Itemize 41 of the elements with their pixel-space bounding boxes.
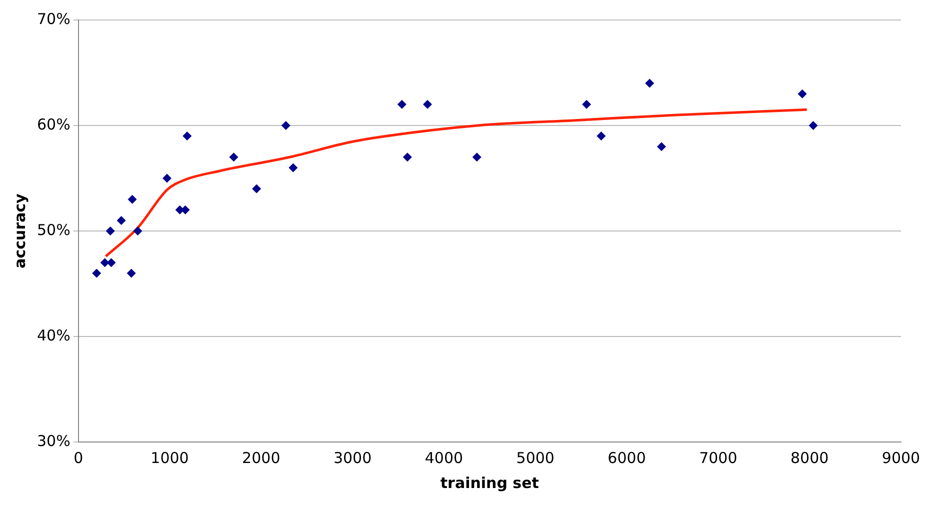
x-tick-label: 3000	[333, 448, 372, 467]
point	[106, 226, 115, 236]
point	[133, 226, 142, 236]
point	[126, 268, 136, 278]
x-tick-label: 5000	[516, 448, 554, 467]
point	[128, 194, 137, 204]
point	[182, 132, 192, 141]
point	[657, 142, 666, 152]
point	[252, 184, 262, 194]
x-tick-label: 8000	[790, 448, 829, 467]
point	[229, 152, 238, 162]
y-tick-label: 40%	[36, 326, 70, 344]
point	[808, 121, 818, 130]
x-tick-label: 1000	[150, 448, 189, 467]
point	[281, 121, 290, 130]
point	[596, 132, 606, 141]
point	[397, 100, 406, 109]
y-tick-label: 60%	[36, 115, 70, 134]
x-tick-label: 4000	[424, 448, 464, 467]
point	[402, 152, 412, 162]
x-axis-title: training set	[440, 474, 539, 492]
point	[92, 268, 102, 278]
y-axis-title: accuracy	[10, 193, 29, 268]
point	[288, 163, 298, 172]
point	[798, 89, 807, 98]
x-tick-label: 7000	[699, 448, 738, 467]
point	[162, 174, 172, 183]
x-tick-label: 6000	[608, 448, 646, 467]
y-tick-label: 50%	[36, 220, 70, 239]
y-tick-label: 30%	[36, 432, 70, 450]
point	[472, 152, 482, 162]
point	[100, 258, 110, 268]
point	[423, 100, 432, 109]
point	[582, 100, 592, 109]
line-series	[104, 108, 808, 258]
point	[116, 216, 126, 225]
x-tick-label: 2000	[242, 448, 280, 467]
point	[645, 78, 654, 88]
x-tick-label: 9000	[882, 448, 920, 467]
y-tick-label: 70%	[36, 10, 70, 28]
x-tick-label: 0	[74, 448, 84, 467]
